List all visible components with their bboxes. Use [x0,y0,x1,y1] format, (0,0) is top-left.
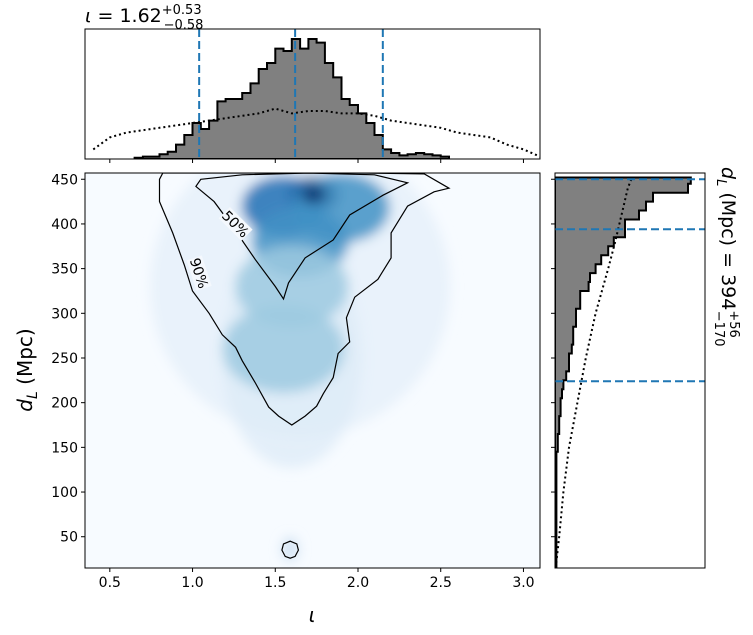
right-title-sym: d [717,167,739,180]
contour-label-bg-0 [218,206,253,241]
top-marginal-prior [92,107,540,158]
right-title-plus: +56 [726,310,741,337]
right-title-sub: L [713,179,728,186]
right-title-unit: (Mpc) = [717,186,739,274]
x-tick-label-5: 3.0 [512,575,534,591]
right-prior-line [555,177,633,568]
y-axis-label-sym: d [13,399,37,412]
right-panel-frame [554,172,706,569]
y-axis-label-unit: (Mpc) [13,328,37,391]
x-tick-label-3: 2.0 [347,575,369,591]
right-marginal-quantile-lines [555,178,705,383]
top-marginal-quantile-lines [198,29,384,159]
top-title-median: 1.62 [119,5,161,27]
y-tick-label-4: 250 [51,351,78,367]
y-axis-label-sub: L [25,391,41,399]
density-peak-5 [222,305,345,393]
density-core [301,185,326,204]
x-tick-label-2: 1.5 [264,575,286,591]
right-title: dL (Mpc) = 394+56−170 [711,167,741,347]
contour-label-bg-1 [186,255,212,291]
y-tick-label-8: 450 [51,172,78,188]
x-axis-label: ι [309,603,316,627]
top-title-plus: +0.53 [162,3,202,18]
top-prior-line [92,107,540,158]
top-marginal-ticks [109,159,524,163]
top-title-minus: −0.58 [164,18,204,33]
y-tick-label-7: 400 [51,217,78,233]
right-marginal-panel [551,172,706,569]
joint-panel-frame [84,172,541,569]
top-title: ι = 1.62+0.53 −0.58 [85,3,203,33]
top-hist-steps [133,38,450,159]
x-tick-label-0: 0.5 [99,575,121,591]
contour-2 [281,540,300,559]
right-hist-steps [555,176,692,568]
right-marginal-histogram [555,176,692,568]
right-marginal-ticks [551,178,555,538]
y-tick-label-2: 150 [51,440,78,456]
joint-x-ticks: 0.5 1.0 1.5 2.0 2.5 3.0 [99,568,535,591]
top-title-param: ι [85,5,91,27]
right-title-median: 394 [717,274,739,310]
x-tick-label-4: 2.5 [430,575,452,591]
joint-y-ticks: 50 100 150 200 250 300 350 400 450 [51,172,85,546]
y-axis-label: dL (Mpc) [13,328,41,411]
top-panel-frame [84,28,541,160]
y-tick-label-3: 200 [51,396,78,412]
y-tick-label-0: 50 [60,530,78,546]
density-map [150,173,451,562]
right-title-minus: −170 [711,311,726,347]
joint-panel: 50%90% 0.5 1.0 1.5 2.0 2.5 3.0 50100150200250… [13,172,541,627]
y-tick-label-5: 300 [51,306,78,322]
density-peak-4 [235,245,349,327]
top-marginal-panel [84,28,541,163]
y-tick-label-1: 100 [51,485,78,501]
y-tick-label-6: 350 [51,262,78,278]
x-tick-label-1: 1.0 [181,575,203,591]
contour-1 [158,173,451,426]
right-marginal-prior [555,177,633,568]
top-marginal-histogram [133,38,450,159]
